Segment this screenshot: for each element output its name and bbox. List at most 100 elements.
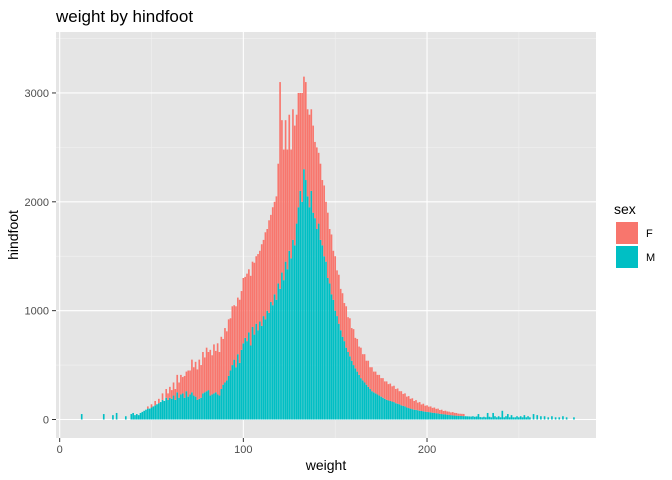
bar-F: [172, 382, 175, 396]
bar-M: [551, 416, 553, 420]
bar-F: [372, 371, 375, 393]
bar-M: [382, 397, 384, 420]
bar-F: [191, 359, 193, 393]
bar-M: [248, 332, 250, 420]
bar-M: [189, 394, 191, 420]
bar-F: [402, 393, 404, 406]
bar-M: [519, 416, 522, 420]
bar-M: [196, 399, 199, 420]
bar-F: [448, 411, 450, 415]
bar-F: [308, 114, 311, 208]
bar-M: [442, 414, 445, 420]
bar-F: [251, 261, 254, 327]
bar-M: [216, 394, 219, 420]
bar-M: [308, 207, 311, 420]
bar-F: [437, 408, 439, 414]
bar-F: [428, 406, 430, 413]
bar-F: [238, 299, 241, 363]
bar-M: [477, 414, 480, 420]
bar-M: [303, 169, 305, 420]
bar-F: [292, 109, 294, 240]
bar-M: [507, 414, 509, 420]
bar-M: [163, 400, 166, 420]
bar-M: [203, 392, 206, 420]
bar-M: [169, 397, 171, 420]
bar-F: [213, 344, 215, 394]
bar-M: [237, 354, 239, 420]
bar-M: [279, 288, 281, 420]
bar-F: [185, 371, 188, 392]
bar-M: [532, 414, 535, 420]
bar-F: [229, 318, 232, 371]
bar-M: [264, 319, 267, 420]
bar-M: [429, 412, 432, 420]
bar-M: [183, 397, 186, 420]
bar-F: [367, 360, 370, 387]
bar-F: [317, 152, 320, 224]
bar-F: [429, 406, 432, 413]
bar-M: [464, 416, 467, 420]
bar-M: [268, 312, 270, 420]
bar-F: [218, 352, 221, 396]
bar-M: [262, 316, 265, 420]
bar-F: [363, 354, 366, 383]
bar-F: [211, 355, 213, 395]
bar-M: [297, 207, 300, 420]
bar-F: [174, 389, 177, 400]
bar-F: [266, 229, 269, 311]
bar-F: [297, 92, 300, 208]
bar-F: [450, 412, 452, 416]
bar-M: [130, 414, 133, 420]
bar-M: [259, 321, 261, 420]
bar-F: [205, 347, 208, 392]
bar-M: [235, 367, 237, 420]
bar-M: [439, 413, 441, 420]
bar-M: [495, 417, 498, 420]
bar-F: [183, 375, 186, 398]
bar-F: [394, 389, 397, 404]
bar-M: [354, 368, 357, 420]
bar-F: [354, 337, 357, 369]
bar-M: [376, 394, 379, 420]
bar-F: [455, 412, 458, 416]
y-axis-label: hindfoot: [5, 210, 21, 260]
bar-F: [457, 413, 460, 416]
bar-F: [277, 163, 280, 284]
bar-F: [371, 367, 373, 392]
bar-M: [330, 294, 333, 420]
bar-M: [292, 239, 294, 420]
bars: [80, 76, 575, 420]
bar-F: [400, 391, 403, 406]
bar-M: [448, 414, 450, 420]
bar-M: [271, 305, 274, 420]
bar-F: [383, 381, 386, 399]
bar-M: [529, 417, 531, 420]
bar-F: [275, 196, 278, 300]
bar-M: [457, 415, 460, 420]
bar-F: [439, 410, 441, 414]
bar-F: [323, 185, 325, 257]
bar-M: [198, 398, 201, 420]
bar-M: [358, 374, 360, 420]
bar-F: [259, 250, 261, 322]
bar-M: [315, 229, 318, 420]
bar-M: [418, 410, 421, 420]
x-tick-label: 100: [234, 444, 252, 456]
bar-M: [490, 417, 493, 420]
bar-M: [483, 416, 485, 420]
bar-M: [433, 412, 436, 420]
bar-M: [225, 380, 228, 420]
bar-F: [389, 383, 392, 401]
bar-M: [147, 408, 149, 420]
bar-F: [385, 381, 388, 400]
bar-M: [468, 416, 471, 420]
bar-F: [382, 378, 384, 398]
bar-F: [244, 276, 247, 338]
bar-M: [290, 258, 292, 420]
bar-F: [453, 412, 456, 416]
bar-M: [293, 245, 296, 420]
bar-M: [422, 411, 425, 420]
bar-F: [393, 385, 395, 403]
bar-M: [394, 403, 397, 420]
